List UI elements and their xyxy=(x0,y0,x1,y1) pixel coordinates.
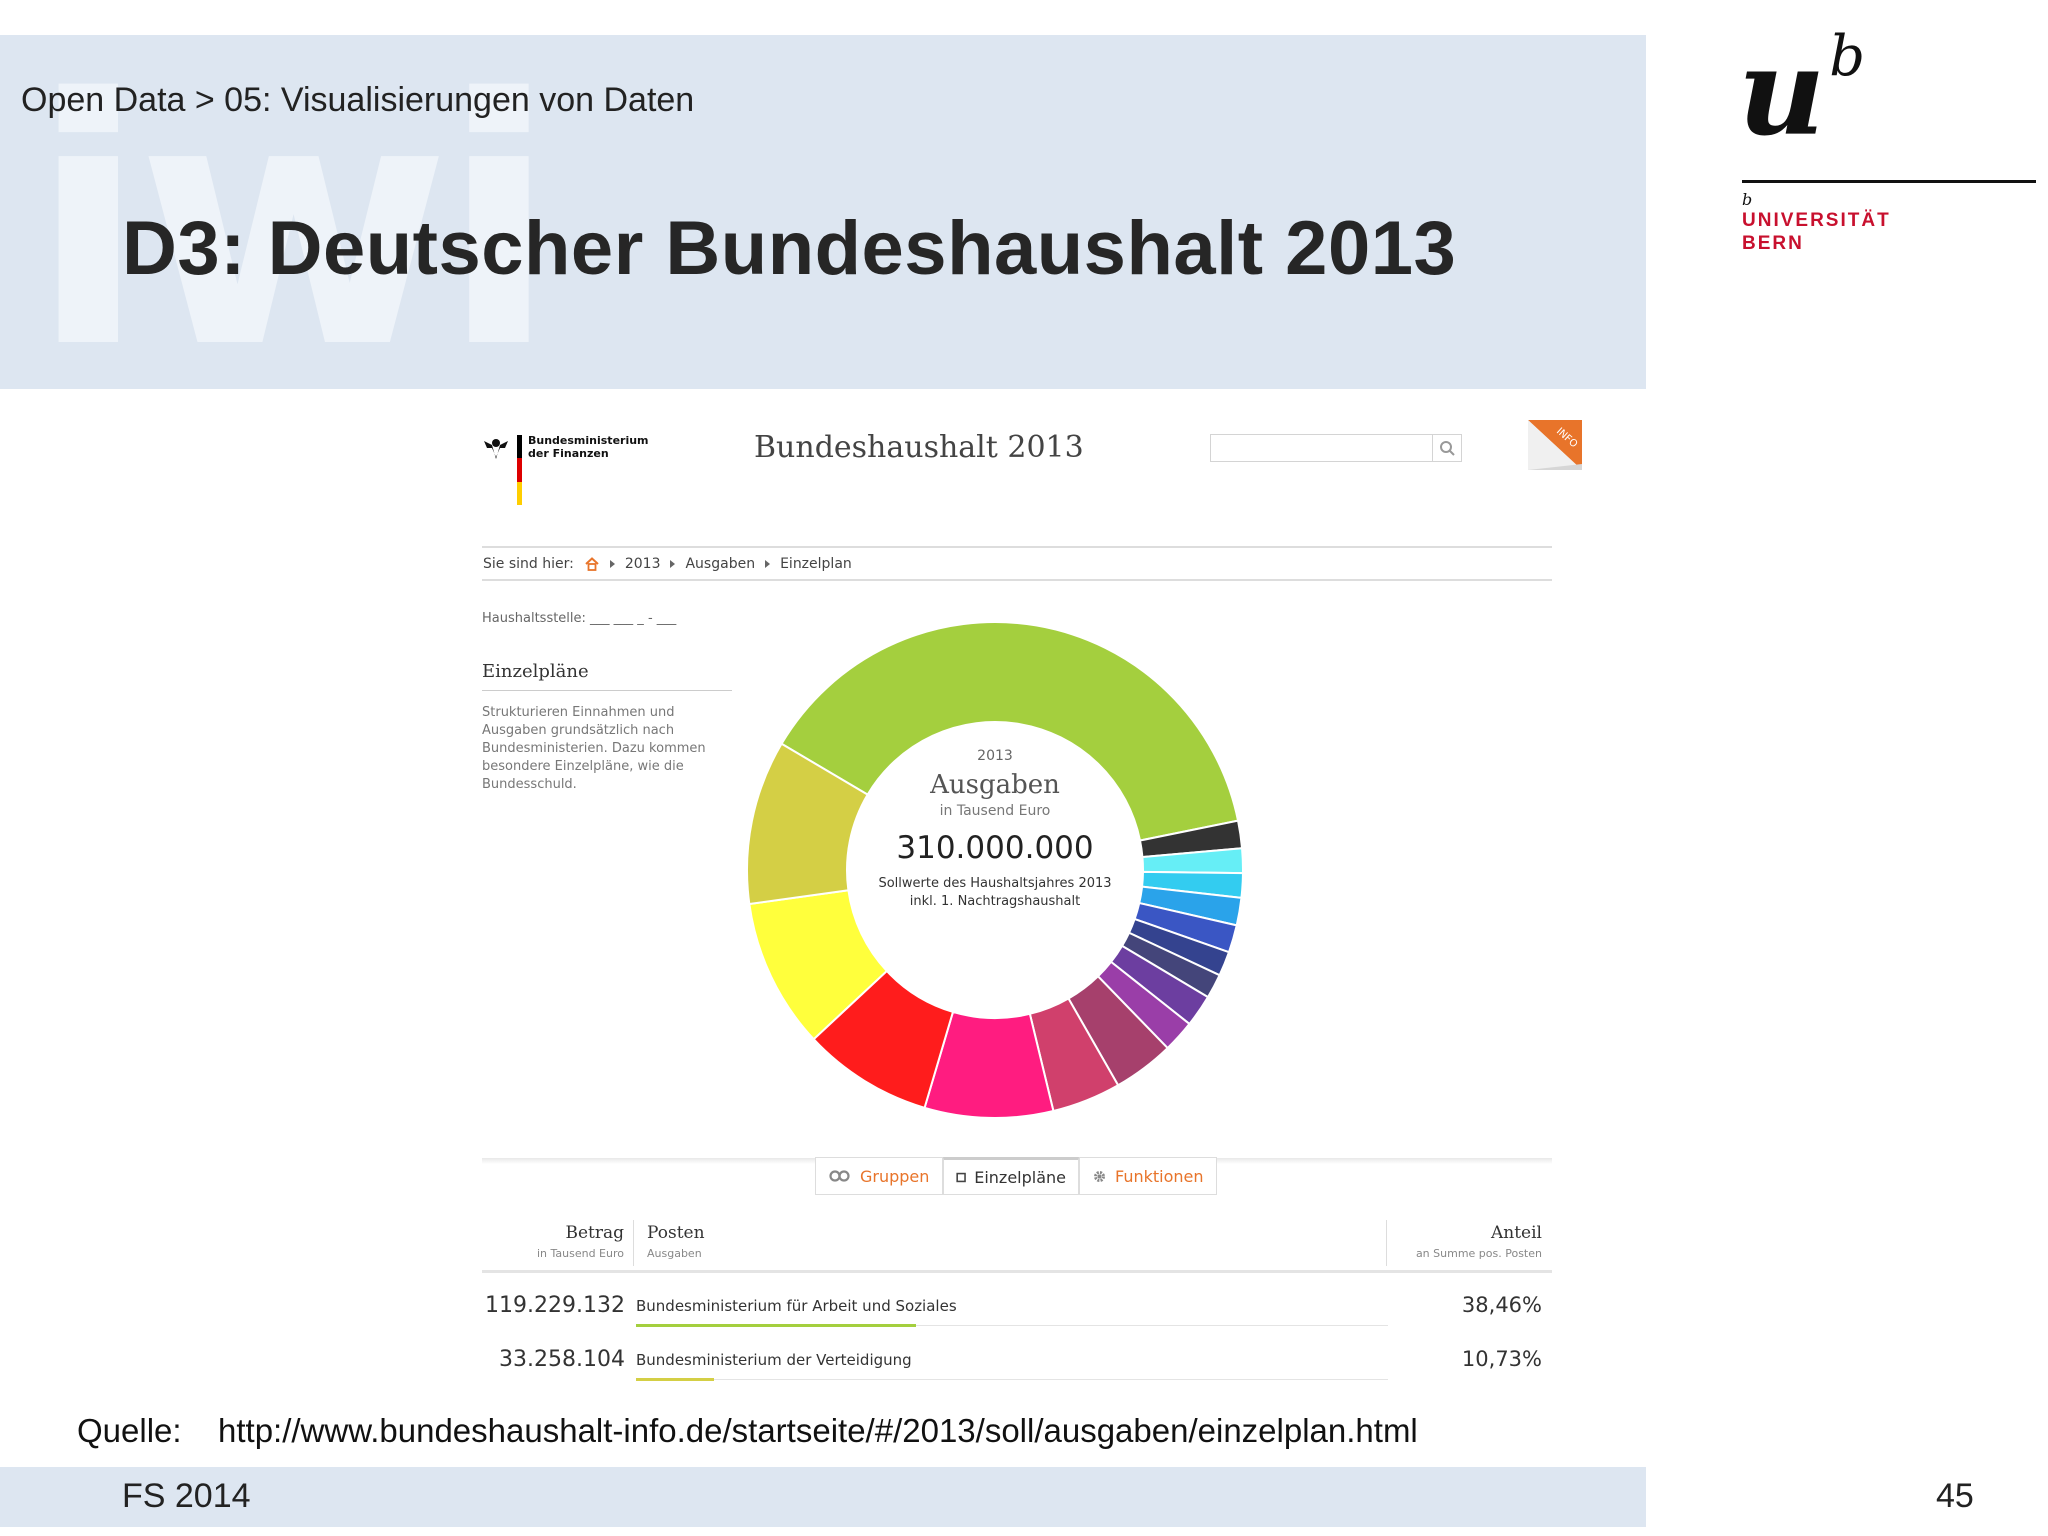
german-flag-bar xyxy=(517,435,522,505)
tab-gruppen[interactable]: Gruppen xyxy=(815,1157,943,1195)
breadcrumb-bottom-line xyxy=(482,579,1552,581)
tab-gruppen-label: Gruppen xyxy=(860,1166,930,1186)
sidebar-heading: Einzelpläne xyxy=(482,661,589,682)
column-header-betrag[interactable]: Betrag xyxy=(565,1223,624,1243)
tab-funktionen-label: Funktionen xyxy=(1115,1166,1204,1186)
ministry-name-line2: der Finanzen xyxy=(528,447,609,460)
logo-divider xyxy=(1742,180,2036,183)
chart-center-year: 2013 xyxy=(977,748,1013,764)
chart-center-note-1: Sollwerte des Haushaltsjahres 2013 xyxy=(878,876,1111,891)
row-betrag: 33.258.104 xyxy=(499,1347,625,1372)
row-track xyxy=(636,1379,1388,1380)
page-number: 45 xyxy=(1936,1477,1974,1515)
column-divider xyxy=(633,1220,634,1266)
breadcrumb-item-2013[interactable]: 2013 xyxy=(624,556,661,572)
column-divider xyxy=(1386,1220,1387,1266)
federal-eagle-icon xyxy=(484,439,508,459)
budget-donut-chart[interactable]: 2013 Ausgaben in Tausend Euro 310.000.00… xyxy=(740,615,1250,1125)
chart-center-unit: in Tausend Euro xyxy=(940,803,1051,819)
link-icon xyxy=(829,1170,850,1182)
column-subheader-anteil: an Summe pos. Posten xyxy=(1415,1247,1542,1260)
column-subheader-posten: Ausgaben xyxy=(647,1247,702,1260)
row-track xyxy=(636,1325,1388,1326)
info-badge[interactable]: INFO xyxy=(1528,420,1582,470)
site-title: Bundeshaushalt 2013 xyxy=(754,430,1084,465)
row-betrag: 119.229.132 xyxy=(485,1293,625,1318)
footer-semester: FS 2014 xyxy=(122,1477,251,1515)
slide-title: D3: Deutscher Bundeshaushalt 2013 xyxy=(122,206,1457,291)
sidebar-description: Strukturieren Einnahmen und Ausgaben gru… xyxy=(482,705,706,792)
footer-band xyxy=(0,1467,1646,1527)
source-label: Quelle: xyxy=(77,1412,182,1449)
row-anteil: 38,46% xyxy=(1461,1293,1542,1317)
iwi-watermark: iwi xyxy=(30,35,557,389)
home-icon[interactable] xyxy=(584,557,600,571)
slide-breadcrumb: Open Data > 05: Visualisierungen von Dat… xyxy=(21,81,695,119)
logo-sup: b xyxy=(1829,24,1866,89)
row-share-bar xyxy=(636,1324,916,1327)
breadcrumb-item-einzelplan: Einzelplan xyxy=(780,556,852,572)
tab-einzelplaene[interactable]: Einzelpläne xyxy=(943,1157,1079,1195)
row-share-bar xyxy=(636,1378,714,1381)
logo-small-b: b xyxy=(1742,190,1753,209)
column-header-posten[interactable]: Posten xyxy=(647,1223,705,1243)
ministry-name-line1: Bundesministerium xyxy=(528,434,649,447)
search-input[interactable] xyxy=(1210,434,1462,462)
square-icon xyxy=(956,1172,966,1182)
row-posten[interactable]: Bundesministerium der Verteidigung xyxy=(636,1351,912,1369)
chart-center-note-2: inkl. 1. Nachtragshaushalt xyxy=(910,894,1080,909)
table-header-line xyxy=(482,1270,1552,1273)
sidebar-divider xyxy=(482,690,732,691)
donut-slice-15[interactable] xyxy=(746,742,869,906)
tab-funktionen[interactable]: Funktionen xyxy=(1079,1157,1217,1195)
university-logo: ub xyxy=(1738,15,1865,153)
chart-center-title: Ausgaben xyxy=(929,770,1060,800)
tab-einzelplaene-label: Einzelpläne xyxy=(974,1167,1066,1187)
site-breadcrumb: Sie sind hier: 2013 Ausgaben Einzelplan xyxy=(483,556,852,572)
breadcrumb-prefix: Sie sind hier: xyxy=(483,556,574,572)
haushaltsstelle-label: Haushaltsstelle: ___ ___ _ - ___ xyxy=(482,611,677,626)
breadcrumb-separator-icon xyxy=(670,560,676,568)
column-subheader-betrag: in Tausend Euro xyxy=(536,1247,624,1260)
row-posten[interactable]: Bundesministerium für Arbeit und Soziale… xyxy=(636,1297,957,1315)
donut-slice-0[interactable] xyxy=(780,621,1240,842)
column-header-anteil[interactable]: Anteil xyxy=(1491,1223,1542,1243)
source-url[interactable]: http://www.bundeshaushalt-info.de/starts… xyxy=(218,1412,1418,1449)
slide-header-band: iwi Open Data > 05: Visualisierungen von… xyxy=(0,35,1646,389)
search-icon[interactable] xyxy=(1432,435,1461,461)
breadcrumb-separator-icon xyxy=(609,560,615,568)
gear-icon xyxy=(1094,1170,1105,1182)
row-anteil: 10,73% xyxy=(1461,1347,1542,1371)
logo-universitaet: UNIVERSITÄT xyxy=(1742,210,1891,231)
logo-bern: BERN xyxy=(1742,233,1804,254)
breadcrumb-item-ausgaben[interactable]: Ausgaben xyxy=(685,556,756,572)
breadcrumb-top-line xyxy=(482,546,1552,548)
chart-center-total: 310.000.000 xyxy=(896,830,1093,866)
breadcrumb-separator-icon xyxy=(765,560,771,568)
logo-glyph: u xyxy=(1738,22,1826,163)
